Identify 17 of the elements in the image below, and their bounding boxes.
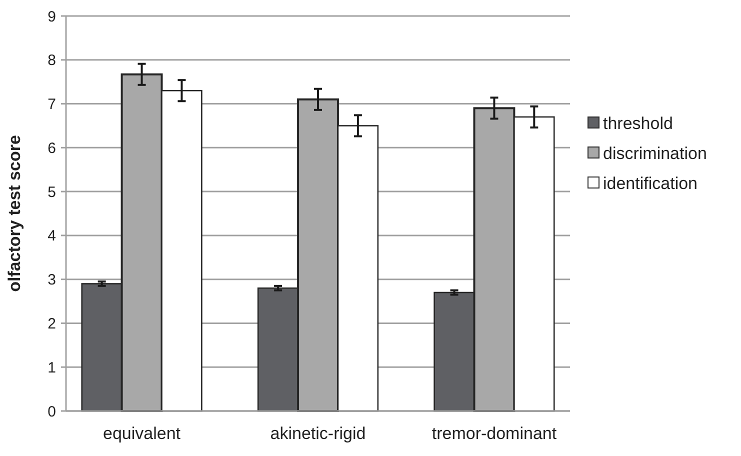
x-tick-label: equivalent (103, 424, 181, 443)
y-tick-label: 0 (48, 403, 56, 420)
y-tick-label: 3 (48, 272, 56, 289)
y-axis-title: olfactory test score (5, 135, 24, 292)
y-tick-label: 6 (48, 140, 56, 157)
y-tick-label: 4 (48, 228, 56, 245)
y-tick-label: 8 (48, 52, 56, 70)
y-tick-label: 1 (48, 359, 56, 376)
x-tick-label: akinetic-rigid (270, 424, 366, 443)
y-tick-label: 7 (48, 96, 56, 114)
x-tick-label: tremor-dominant (432, 424, 557, 443)
legend-label: discrimination (603, 144, 707, 163)
legend-label: threshold (603, 114, 673, 133)
y-tick-label: 2 (48, 315, 56, 332)
legend-label: identification (603, 174, 698, 193)
y-tick-label: 5 (48, 184, 56, 201)
y-tick-label: 9 (48, 8, 56, 26)
